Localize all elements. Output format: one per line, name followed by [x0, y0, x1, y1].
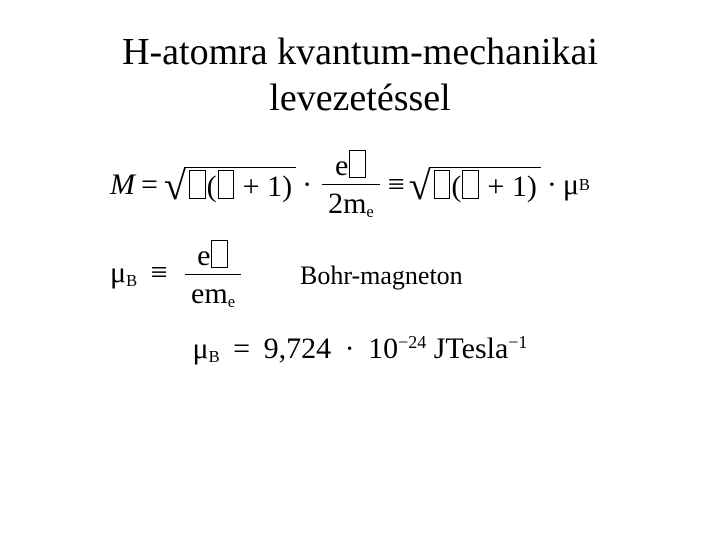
cdot: ·: [302, 168, 312, 202]
radical-icon: √: [409, 169, 431, 203]
radical-icon: √: [164, 169, 186, 203]
plus-one: + 1: [243, 170, 282, 203]
exp-minus24: −24: [398, 332, 426, 352]
sqrt-1: √ ( + 1): [164, 167, 296, 204]
sym-m: m: [343, 187, 366, 220]
fraction-ehbar-2me: e 2me: [322, 149, 380, 221]
sym-mu: μ: [110, 256, 126, 289]
sym-identical: ≡: [388, 168, 405, 202]
equation-3: μB = 9,724 · 10−24 JTesla−1: [40, 332, 680, 367]
sqrt-2: √ ( + 1): [409, 167, 541, 204]
unit-jtesla: JTesla: [434, 332, 509, 365]
placeholder-box: [218, 170, 235, 199]
sym-mu: μ: [563, 168, 579, 202]
sub-B: B: [126, 272, 137, 291]
slide-title: H-atomra kvantum-mechanikai levezetéssel: [40, 30, 680, 121]
rparen: ): [527, 170, 537, 203]
fraction-den: 2me: [322, 185, 380, 221]
cdot: ·: [345, 332, 355, 365]
fraction-ehbar-eme: e eme: [185, 239, 241, 311]
placeholder-box: [434, 170, 451, 199]
sub-e: e: [366, 202, 373, 221]
bohr-magneton-label: Bohr-magneton: [300, 261, 463, 291]
placeholder-box: [462, 170, 479, 199]
cdot: ·: [547, 168, 557, 202]
sub-B: B: [579, 175, 590, 195]
sym-eq: =: [141, 168, 158, 202]
sym-identical: ≡: [151, 256, 168, 289]
lparen: (: [451, 170, 461, 203]
ten: 10: [368, 332, 398, 365]
exp-minus1: −1: [508, 332, 527, 352]
radicand-2: ( + 1): [429, 167, 541, 204]
radicand-1: ( + 1): [184, 167, 296, 204]
fraction-den: eme: [185, 275, 241, 311]
placeholder-box: [211, 240, 228, 269]
equation-2: μB ≡ e eme: [110, 239, 245, 311]
placeholder-box: [349, 150, 366, 179]
fraction-num: e: [185, 239, 241, 275]
slide: H-atomra kvantum-mechanikai levezetéssel…: [0, 0, 720, 540]
sym-eq: =: [233, 332, 250, 365]
value: 9,724: [264, 332, 332, 365]
sym-M: M: [110, 168, 135, 202]
title-line-2: levezetéssel: [269, 77, 450, 119]
lparen: (: [207, 170, 217, 203]
sym-mu: μ: [193, 332, 209, 365]
plus-one: + 1: [487, 170, 526, 203]
equation-2-row: μB ≡ e eme Bohr-magneton: [110, 239, 680, 311]
sub-e: e: [228, 293, 235, 312]
sym-e: e: [197, 239, 210, 272]
sym-e: e: [335, 149, 348, 182]
placeholder-box: [189, 170, 206, 199]
sub-B: B: [209, 347, 220, 366]
rparen: ): [282, 170, 292, 203]
title-line-1: H-atomra kvantum-mechanikai: [122, 31, 598, 73]
equation-1: M = √ ( + 1) · e 2me ≡ √ ( + 1) · μB: [110, 149, 680, 221]
sym-2: 2: [328, 187, 343, 220]
fraction-num: e: [322, 149, 380, 185]
sym-em: em: [191, 277, 228, 310]
